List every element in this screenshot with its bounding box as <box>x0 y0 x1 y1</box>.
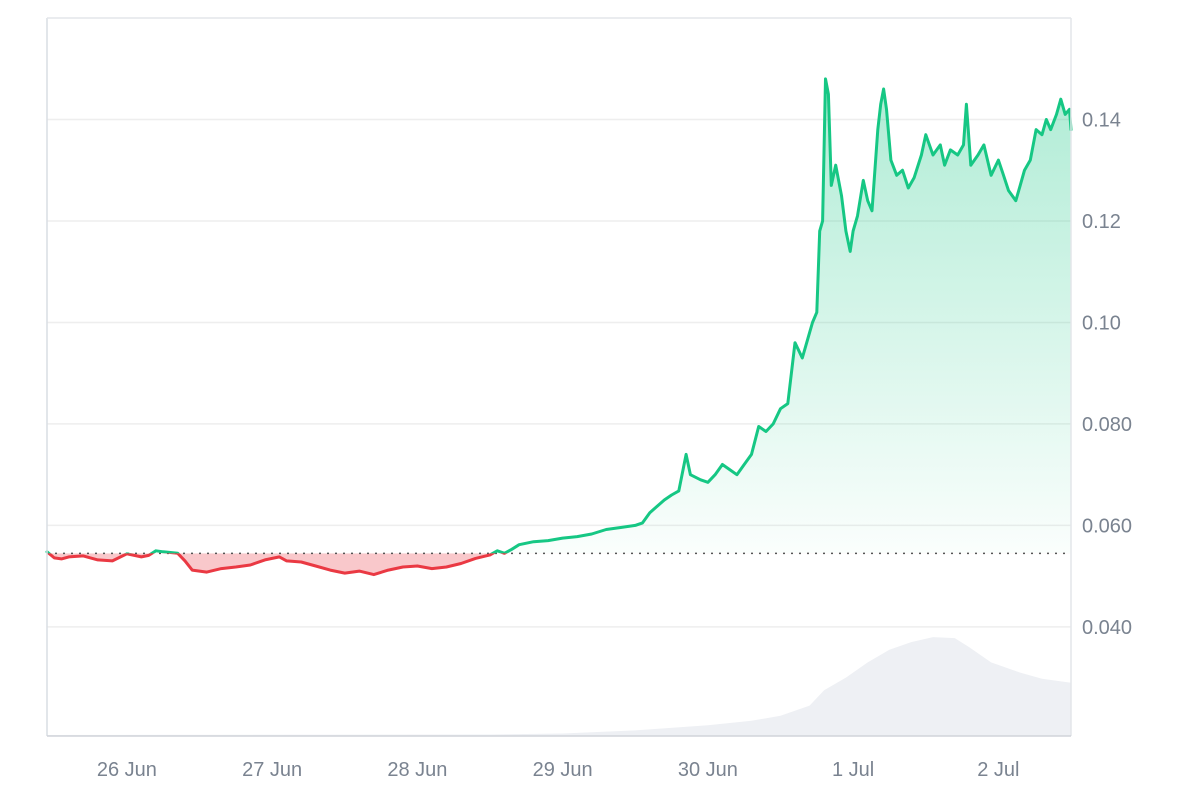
y-tick-label: 0.14 <box>1082 109 1121 131</box>
y-tick-label: 0.040 <box>1082 617 1132 639</box>
area-fill <box>47 78 1071 575</box>
volume-area <box>47 637 1071 736</box>
x-tick-label: 2 Jul <box>977 759 1019 781</box>
grid-lines <box>47 118 1071 628</box>
x-axis-ticks: 26 Jun 27 Jun 28 Jun 29 Jun 30 Jun 1 Jul 2 Jul <box>97 759 1020 781</box>
y-axis-ticks: 0.040 0.060 0.080 0.10 0.12 0.14 <box>1082 109 1132 638</box>
area-fill-above-baseline <box>47 78 1071 554</box>
volume-layer <box>47 637 1071 736</box>
area-fill-below-baseline <box>48 553 493 575</box>
y-tick-label: 0.12 <box>1082 211 1121 233</box>
price-line-down <box>46 553 508 577</box>
x-tick-label: 26 Jun <box>97 759 157 781</box>
plot-frame <box>46 17 1072 737</box>
y-tick-label: 0.060 <box>1082 515 1132 537</box>
price-line-up <box>45 77 1073 554</box>
x-tick-label: 30 Jun <box>678 759 738 781</box>
x-tick-label: 28 Jun <box>387 759 447 781</box>
x-tick-label: 29 Jun <box>533 759 593 781</box>
y-tick-label: 0.10 <box>1082 312 1121 334</box>
x-tick-label: 1 Jul <box>832 759 874 781</box>
price-line <box>45 77 1073 577</box>
x-tick-label: 27 Jun <box>242 759 302 781</box>
y-tick-label: 0.080 <box>1082 414 1132 436</box>
